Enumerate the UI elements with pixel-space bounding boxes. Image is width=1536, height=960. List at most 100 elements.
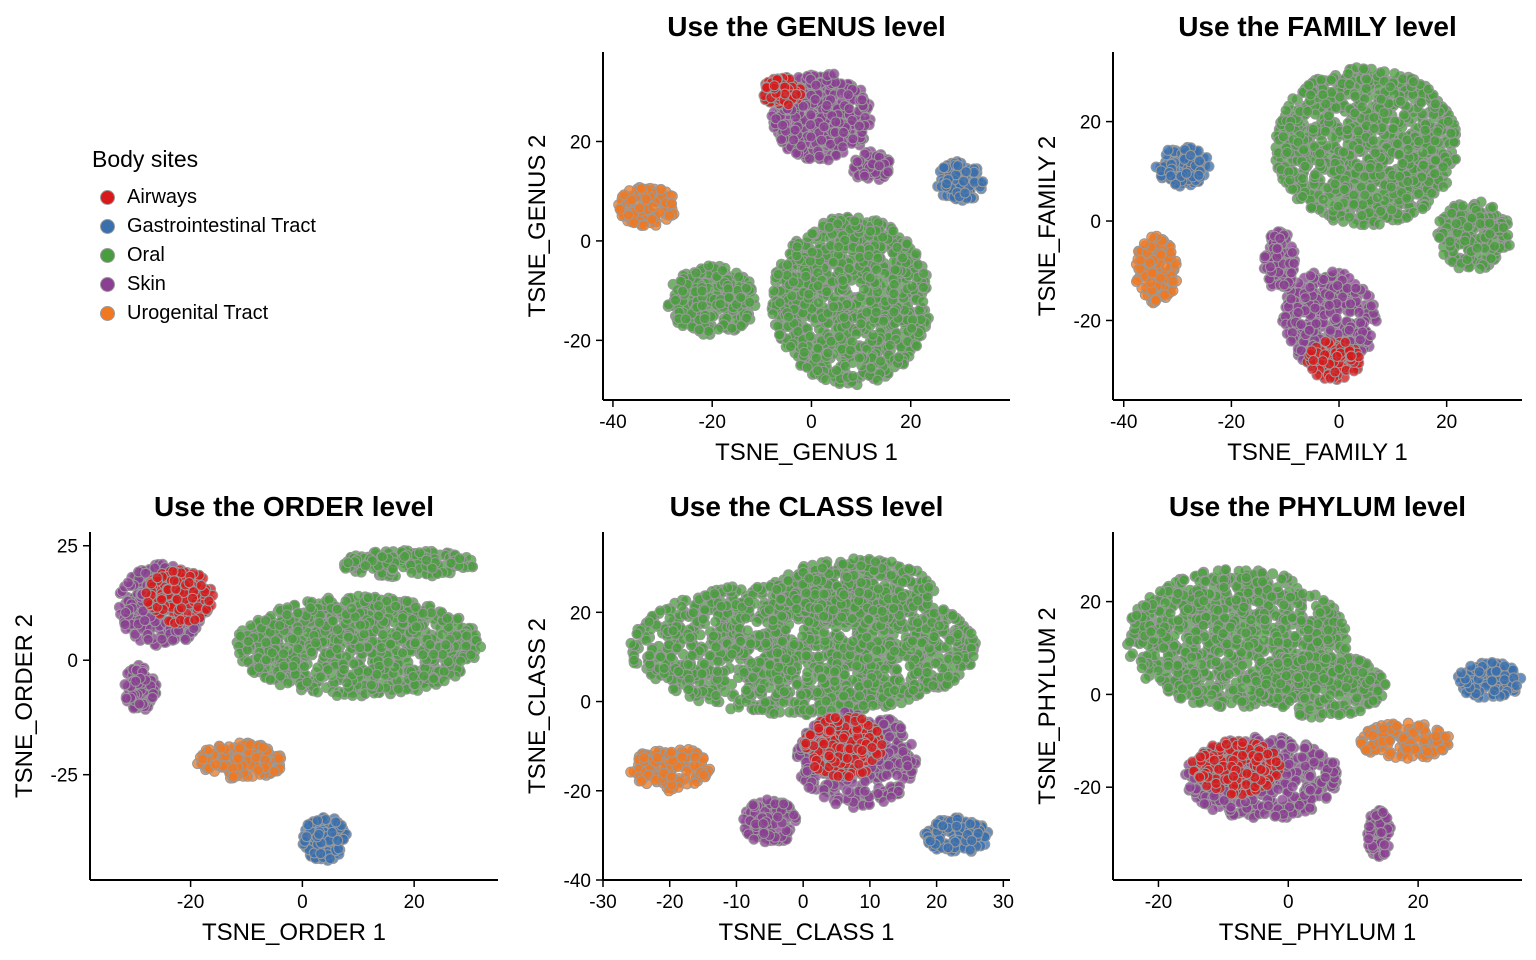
legend-item-gastrointestinal-tract: Gastrointestinal Tract bbox=[92, 212, 316, 241]
point-skin bbox=[1324, 289, 1335, 301]
point-oral bbox=[1419, 124, 1431, 136]
point-urogenital-tract bbox=[1146, 267, 1158, 279]
point-oral bbox=[1359, 171, 1371, 183]
legend-swatch-skin bbox=[100, 277, 115, 292]
point-oral bbox=[901, 238, 913, 250]
point-oral bbox=[1413, 188, 1425, 200]
point-oral bbox=[1503, 239, 1515, 251]
point-oral bbox=[910, 248, 922, 260]
point-oral bbox=[791, 241, 803, 253]
point-gastrointestinal-tract bbox=[1193, 169, 1205, 181]
point-oral bbox=[1284, 121, 1296, 133]
point-oral bbox=[1459, 235, 1471, 247]
point-oral bbox=[1401, 134, 1413, 146]
point-oral bbox=[1314, 147, 1326, 159]
point-skin bbox=[156, 633, 168, 645]
point-skin bbox=[805, 119, 816, 131]
point-oral bbox=[791, 250, 803, 262]
y-tick-label: -20 bbox=[564, 331, 591, 352]
legend-item-skin: Skin bbox=[92, 270, 316, 299]
point-skin bbox=[809, 93, 821, 105]
point-oral bbox=[864, 225, 876, 237]
point-oral bbox=[1402, 144, 1414, 155]
point-skin bbox=[847, 133, 859, 145]
point-oral bbox=[870, 306, 882, 318]
point-oral bbox=[822, 347, 834, 359]
point-oral bbox=[887, 225, 899, 237]
point-oral bbox=[917, 281, 929, 293]
point-oral bbox=[812, 365, 824, 377]
point-gastrointestinal-tract bbox=[959, 187, 971, 199]
point-oral bbox=[1445, 127, 1457, 139]
point-oral bbox=[670, 294, 681, 306]
point-oral bbox=[744, 296, 756, 308]
point-skin bbox=[804, 153, 816, 165]
point-skin bbox=[856, 94, 868, 106]
point-oral bbox=[1302, 105, 1314, 117]
point-oral bbox=[872, 252, 884, 264]
point-gastrointestinal-tract bbox=[1194, 155, 1205, 167]
point-urogenital-tract bbox=[1165, 246, 1177, 258]
x-axis-label: TSNE_GENUS 1 bbox=[715, 439, 898, 466]
point-oral bbox=[1332, 200, 1344, 212]
point-skin bbox=[851, 156, 863, 168]
point-oral bbox=[827, 256, 839, 268]
point-airways bbox=[1319, 336, 1331, 347]
point-oral bbox=[1356, 101, 1368, 113]
point-oral bbox=[906, 322, 918, 334]
point-oral bbox=[1299, 160, 1311, 172]
point-oral bbox=[1387, 123, 1399, 135]
point-skin bbox=[1299, 292, 1311, 304]
point-skin bbox=[1278, 279, 1290, 291]
legend-item-oral: Oral bbox=[92, 241, 316, 270]
point-oral bbox=[782, 259, 794, 271]
point-airways bbox=[782, 99, 794, 111]
point-oral bbox=[801, 361, 813, 373]
point-skin bbox=[1286, 267, 1297, 279]
point-airways bbox=[168, 575, 180, 587]
point-oral bbox=[1348, 198, 1360, 210]
point-oral bbox=[1375, 205, 1387, 217]
point-oral bbox=[804, 255, 816, 267]
point-oral bbox=[785, 341, 796, 352]
point-oral bbox=[772, 268, 784, 280]
point-urogenital-tract bbox=[1134, 254, 1146, 266]
point-skin bbox=[1309, 302, 1321, 314]
point-oral bbox=[1484, 217, 1495, 229]
point-skin bbox=[1324, 324, 1336, 336]
x-tick-label: 20 bbox=[1436, 412, 1457, 433]
point-oral bbox=[1429, 135, 1441, 147]
point-oral bbox=[1437, 181, 1449, 192]
point-oral bbox=[714, 298, 726, 310]
point-oral bbox=[1397, 157, 1409, 169]
point-oral bbox=[871, 264, 883, 276]
point-airways bbox=[151, 572, 163, 584]
point-oral bbox=[1417, 147, 1429, 159]
legend-swatch-gastrointestinal-tract bbox=[100, 219, 115, 234]
point-oral bbox=[1487, 201, 1499, 213]
point-airways bbox=[140, 587, 152, 599]
point-skin bbox=[1345, 298, 1356, 310]
point-oral bbox=[787, 276, 799, 288]
point-skin bbox=[1304, 281, 1316, 293]
point-oral bbox=[1305, 89, 1317, 101]
point-oral bbox=[1359, 189, 1371, 201]
point-skin bbox=[1350, 282, 1362, 294]
point-skin bbox=[1271, 243, 1283, 255]
point-oral bbox=[833, 241, 845, 253]
point-skin bbox=[882, 166, 894, 178]
point-oral bbox=[1369, 147, 1381, 159]
point-skin bbox=[1264, 261, 1276, 273]
point-oral bbox=[677, 285, 689, 297]
point-oral bbox=[768, 285, 780, 297]
point-skin bbox=[119, 619, 131, 631]
x-axis-label: TSNE_FAMILY 1 bbox=[1227, 439, 1408, 466]
point-skin bbox=[1365, 300, 1377, 312]
point-oral bbox=[1385, 181, 1397, 193]
point-oral bbox=[820, 374, 832, 386]
legend-swatch-oral bbox=[100, 248, 115, 263]
x-tick-label: 0 bbox=[1334, 412, 1345, 433]
point-oral bbox=[1317, 193, 1329, 205]
point-oral bbox=[1334, 164, 1346, 176]
